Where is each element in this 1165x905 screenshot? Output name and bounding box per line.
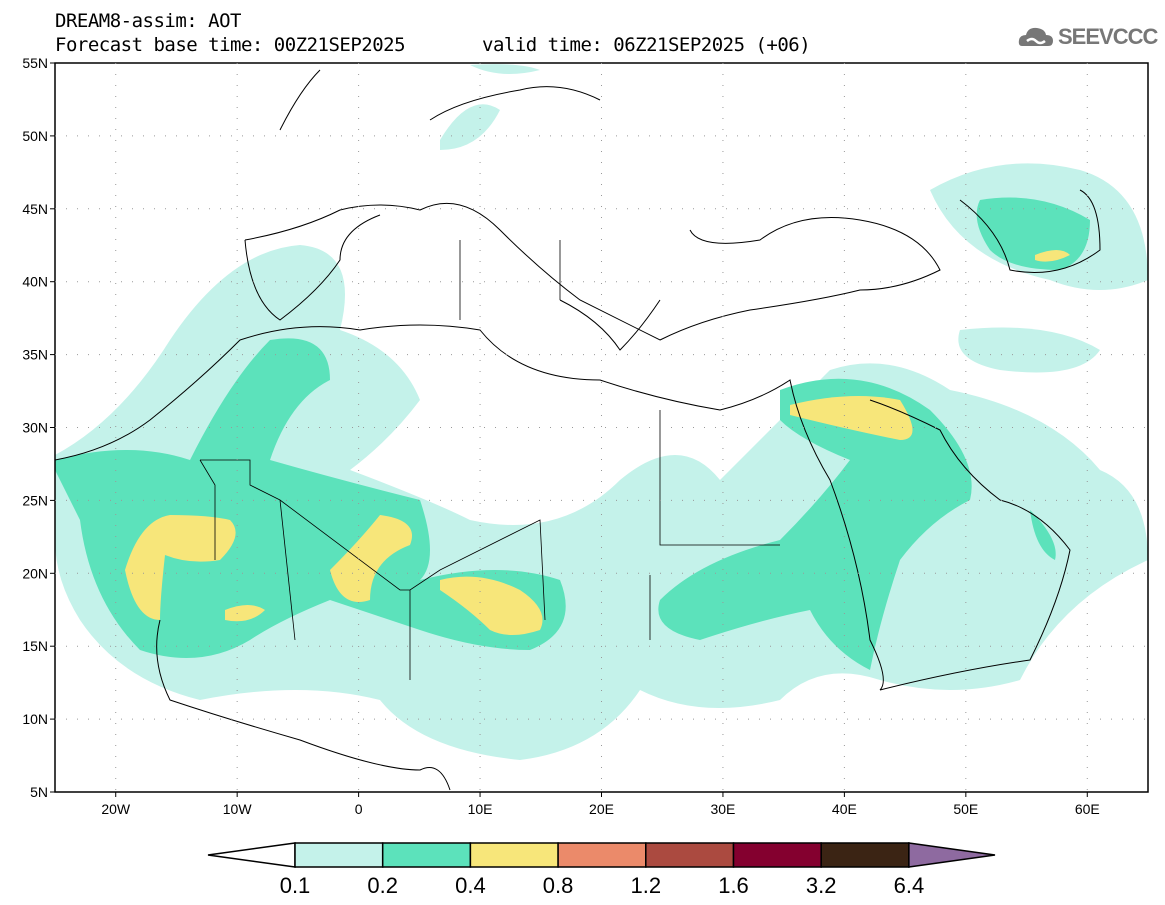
lat-label: 45N xyxy=(22,201,48,217)
colorbar-label: 0.2 xyxy=(367,873,398,898)
graticule xyxy=(50,62,1148,797)
colorbar-swatch xyxy=(732,842,822,868)
lat-label: 40N xyxy=(22,274,48,290)
lon-label: 0 xyxy=(355,801,363,817)
logo-text: SEEVCCC xyxy=(1058,24,1158,49)
coastlines xyxy=(55,69,1101,791)
lat-label: 15N xyxy=(22,638,48,654)
lon-label: 10E xyxy=(468,801,493,817)
lat-label: 10N xyxy=(22,711,48,727)
colorbar-label: 1.6 xyxy=(718,873,749,898)
lon-label: 30E xyxy=(710,801,735,817)
colorbar-label: 3.2 xyxy=(806,873,837,898)
lat-label: 50N xyxy=(22,128,48,144)
lon-label: 20W xyxy=(101,801,131,817)
lat-label: 5N xyxy=(30,784,48,800)
colorbar-swatch xyxy=(645,842,735,868)
borders xyxy=(199,240,780,680)
lon-label: 50E xyxy=(953,801,978,817)
colorbar-swatch xyxy=(294,842,384,868)
lon-label: 60E xyxy=(1075,801,1100,817)
lat-label: 55N xyxy=(22,55,48,71)
base-time: Forecast base time: 00Z21SEP2025 xyxy=(55,34,406,56)
colorbar-label: 0.4 xyxy=(455,873,486,898)
colorbar-under-triangle xyxy=(207,842,296,868)
cloud-icon xyxy=(1018,27,1053,46)
lon-label: 40E xyxy=(832,801,857,817)
aot-field-high xyxy=(125,250,1070,635)
colorbar-swatch xyxy=(557,842,647,868)
colorbar-label: 6.4 xyxy=(894,873,925,898)
colorbar-swatch xyxy=(820,842,910,868)
colorbar-label: 0.1 xyxy=(280,873,311,898)
colorbar-swatch xyxy=(381,842,472,868)
colorbar: 0.1 0.2 0.4 0.8 1.2 1.6 3.2 6.4 xyxy=(207,842,996,898)
lat-label: 35N xyxy=(22,347,48,363)
lon-label: 10W xyxy=(223,801,253,817)
lat-label: 20N xyxy=(22,565,48,581)
chart-title: DREAM8-assim: AOT xyxy=(55,10,241,32)
lon-label: 20E xyxy=(589,801,614,817)
colorbar-label: 0.8 xyxy=(543,873,574,898)
colorbar-swatch xyxy=(469,842,559,868)
valid-time: valid time: 06Z21SEP2025 (+06) xyxy=(482,34,811,56)
colorbar-over-triangle xyxy=(908,842,996,868)
lat-label: 25N xyxy=(22,492,48,508)
lat-label: 30N xyxy=(22,420,48,436)
colorbar-label: 1.2 xyxy=(631,873,662,898)
seevccc-logo: SEEVCCC xyxy=(1018,24,1158,50)
